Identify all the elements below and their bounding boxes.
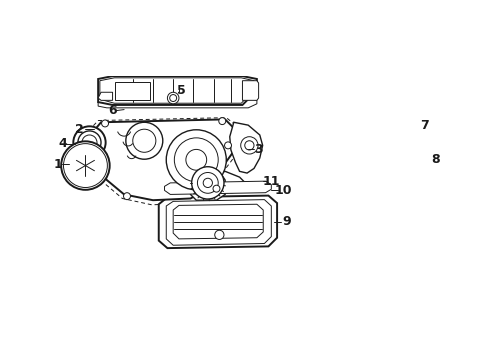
Circle shape [213, 185, 220, 192]
Circle shape [197, 172, 218, 193]
Circle shape [241, 137, 258, 154]
Circle shape [61, 141, 110, 190]
Circle shape [82, 135, 97, 150]
Circle shape [170, 95, 176, 102]
Circle shape [224, 142, 231, 149]
Polygon shape [218, 171, 245, 193]
Polygon shape [159, 195, 277, 248]
Circle shape [78, 131, 101, 154]
Circle shape [203, 178, 213, 188]
Circle shape [166, 130, 226, 190]
Text: 8: 8 [432, 153, 440, 166]
Circle shape [101, 120, 108, 127]
Circle shape [215, 230, 224, 239]
Polygon shape [98, 92, 113, 100]
Polygon shape [166, 200, 271, 245]
Polygon shape [94, 120, 234, 200]
Circle shape [411, 129, 421, 139]
Text: 5: 5 [177, 84, 186, 97]
Circle shape [186, 149, 207, 170]
Polygon shape [230, 122, 263, 173]
Circle shape [126, 122, 163, 159]
Text: 3: 3 [254, 143, 262, 156]
Circle shape [192, 167, 224, 199]
Text: 10: 10 [274, 184, 292, 197]
Circle shape [245, 141, 254, 150]
Text: 6: 6 [108, 104, 117, 117]
Circle shape [64, 144, 107, 188]
Circle shape [123, 193, 130, 200]
Circle shape [74, 126, 106, 159]
Text: 7: 7 [420, 119, 429, 132]
Circle shape [133, 129, 156, 152]
Polygon shape [116, 82, 150, 100]
Circle shape [65, 145, 106, 186]
Circle shape [174, 138, 218, 182]
Polygon shape [191, 171, 225, 200]
Circle shape [81, 161, 90, 170]
Text: 4: 4 [58, 137, 67, 150]
Circle shape [219, 118, 226, 125]
Polygon shape [173, 204, 263, 239]
Polygon shape [98, 76, 257, 105]
Circle shape [69, 149, 101, 182]
Polygon shape [98, 98, 257, 108]
Polygon shape [243, 81, 259, 100]
Circle shape [71, 151, 100, 180]
Text: 9: 9 [283, 215, 291, 228]
Text: 11: 11 [263, 175, 280, 188]
Circle shape [74, 154, 97, 177]
Text: 2: 2 [75, 123, 84, 136]
Polygon shape [165, 181, 271, 194]
Text: 1: 1 [53, 158, 62, 171]
Circle shape [67, 147, 104, 184]
Circle shape [68, 148, 103, 184]
Circle shape [168, 92, 179, 104]
